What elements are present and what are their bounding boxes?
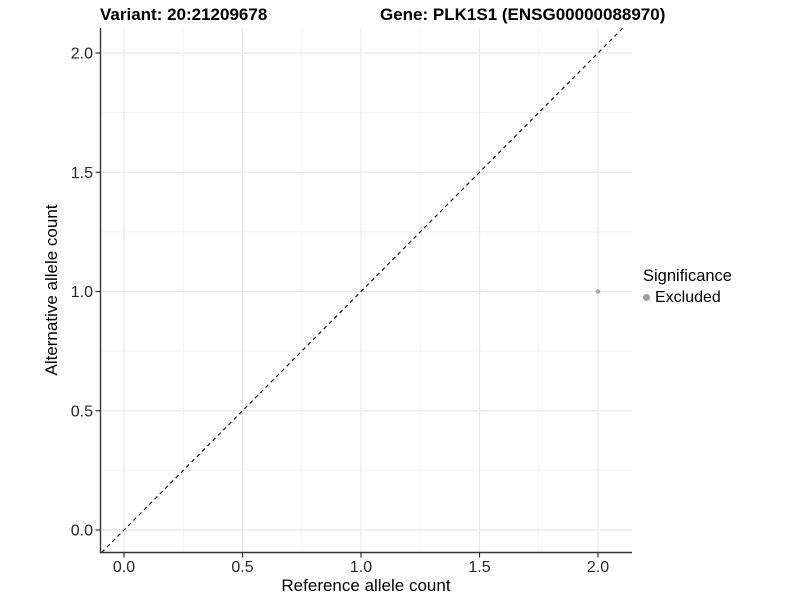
x-tick-label: 2.0: [587, 559, 609, 576]
identity-dashed-line: [101, 27, 624, 553]
excluded-dot-icon: [643, 294, 650, 301]
x-tick-label: 0.5: [231, 559, 253, 576]
data-point: [595, 289, 601, 294]
x-tick-label: 1.0: [350, 559, 372, 576]
legend-item-label: Excluded: [655, 289, 721, 306]
x-tick-label: 1.5: [468, 559, 490, 576]
y-tick-label: 0.0: [71, 523, 93, 540]
legend-item-excluded: Excluded: [641, 288, 732, 307]
y-tick-label: 2.0: [71, 46, 93, 63]
variant-title: Variant: 20:21209678: [100, 5, 268, 24]
gene-title: Gene: PLK1S1 (ENSG00000088970): [380, 5, 666, 24]
legend-title: Significance: [643, 267, 732, 285]
legend: Significance Excluded: [641, 266, 732, 307]
x-axis-title: Reference allele count: [281, 576, 451, 595]
y-axis-title: Alternative allele count: [42, 204, 61, 376]
y-tick-label: 1.5: [71, 165, 93, 182]
x-tick-label: 0.0: [113, 559, 135, 576]
y-tick-label: 0.5: [71, 403, 93, 420]
y-tick-label: 1.0: [71, 284, 93, 301]
